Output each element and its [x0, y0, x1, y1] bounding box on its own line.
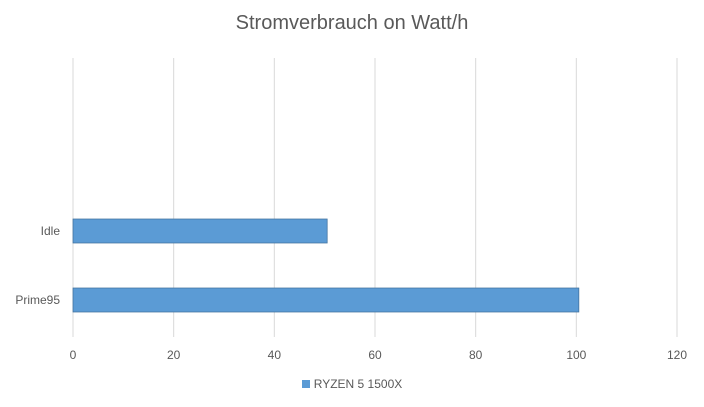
- y-category-label: Idle: [41, 224, 61, 238]
- legend-label: RYZEN 5 1500X: [313, 377, 403, 391]
- bars: [72, 218, 580, 313]
- x-tick-label: 20: [167, 348, 181, 362]
- bar-prime95: [72, 287, 580, 313]
- x-tick-label: 40: [268, 348, 282, 362]
- legend-swatch: [301, 380, 310, 388]
- y-category-label: Prime95: [15, 293, 60, 307]
- chart-title: Stromverbrauch on Watt/h: [235, 12, 469, 34]
- y-axis-categories: Idle Prime95: [15, 224, 60, 307]
- legend: RYZEN 5 1500X: [0, 377, 704, 391]
- x-tick-label: 60: [368, 348, 382, 362]
- x-tick-label: 100: [566, 348, 586, 362]
- x-tick-label: 0: [70, 348, 77, 362]
- x-tick-label: 80: [469, 348, 483, 362]
- x-tick-label: 120: [667, 348, 687, 362]
- x-axis-ticks: 0 20 40 60 80 100 120: [70, 348, 688, 362]
- bar-idle: [72, 218, 328, 244]
